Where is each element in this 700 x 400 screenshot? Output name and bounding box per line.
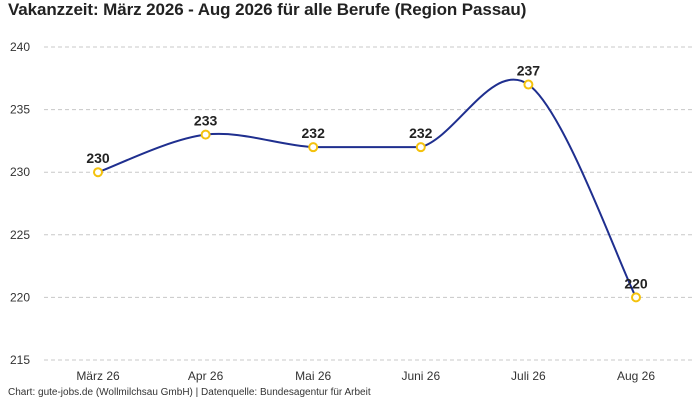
x-tick-label: Mai 26 [295, 369, 331, 383]
x-axis-ticks: März 26 Apr 26 Mai 26 Juni 26 Juli 26 Aug 26 [76, 369, 655, 383]
y-tick-label: 230 [10, 165, 30, 179]
data-point [415, 142, 426, 153]
x-tick-label: März 26 [76, 369, 120, 383]
x-tick-label: Juni 26 [401, 369, 440, 383]
y-tick-label: 235 [10, 103, 30, 117]
x-tick-label: Juli 26 [511, 369, 546, 383]
data-label: 230 [86, 150, 110, 166]
data-markers [93, 79, 641, 303]
y-tick-label: 225 [10, 228, 30, 242]
y-tick-label: 215 [10, 353, 30, 367]
data-point [523, 79, 534, 90]
data-label: 232 [409, 125, 433, 141]
data-label: 237 [517, 63, 541, 79]
data-point [631, 292, 641, 303]
data-point [200, 129, 211, 140]
chart-footer: Chart: gute-jobs.de (Wollmilchsau GmbH) … [8, 387, 371, 398]
data-labels: 230 233 232 232 237 220 [86, 63, 648, 292]
gridlines [44, 46, 692, 361]
x-tick-label: Aug 26 [617, 369, 655, 383]
data-point [93, 167, 103, 178]
series-line [97, 78, 637, 298]
data-label: 220 [624, 275, 648, 291]
y-axis-ticks: 215 220 225 230 235 240 [10, 40, 30, 367]
data-label: 233 [194, 113, 218, 129]
y-tick-label: 240 [10, 40, 30, 54]
y-tick-label: 220 [10, 290, 30, 304]
x-tick-label: Apr 26 [188, 369, 224, 383]
chart-title: Vakanzzeit: März 2026 - Aug 2026 für all… [8, 0, 527, 19]
data-point [308, 142, 319, 153]
data-label: 232 [302, 125, 326, 141]
